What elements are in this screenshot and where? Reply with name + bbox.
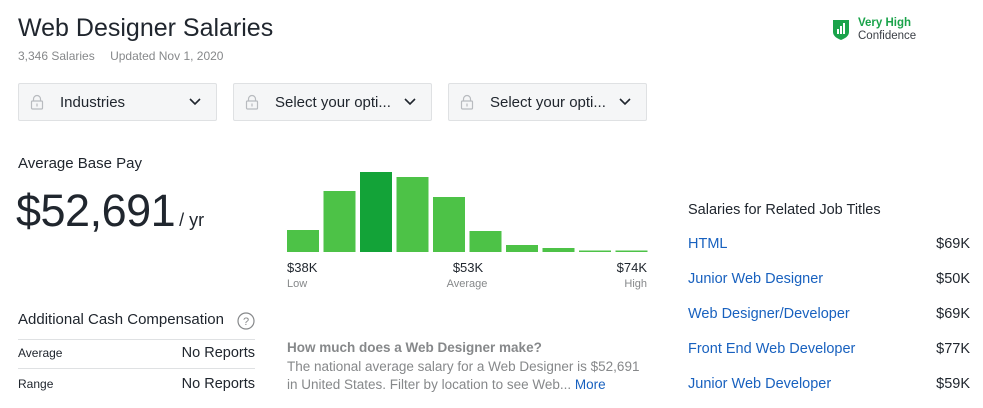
lock-icon	[30, 94, 44, 110]
page-meta: 3,346 Salaries Updated Nov 1, 2020	[18, 49, 223, 63]
confidence-badge: Very High Confidence	[832, 17, 916, 43]
chevron-down-icon	[619, 98, 631, 106]
tick-value: $38K	[287, 260, 318, 275]
histogram-bar	[433, 197, 465, 252]
additional-cash-range-row: Range No Reports	[18, 376, 255, 392]
histogram-bar	[469, 231, 502, 252]
chevron-down-icon	[404, 98, 416, 106]
histogram-bar	[396, 177, 429, 252]
related-jobs-title: Salaries for Related Job Titles	[688, 202, 881, 218]
related-job-row: Junior Web Designer $50K	[688, 271, 970, 287]
related-job-link[interactable]: HTML	[688, 236, 728, 252]
row-label: Range	[18, 377, 54, 391]
salary-histogram: $38K Low $53K Average $74K High	[287, 172, 648, 290]
related-job-row: HTML $69K	[688, 236, 970, 252]
row-value: No Reports	[181, 345, 255, 361]
more-link[interactable]: More	[574, 377, 606, 392]
filter-label: Select your opti...	[275, 93, 391, 111]
histogram-bar	[542, 248, 575, 252]
help-icon[interactable]: ?	[237, 312, 255, 330]
histogram-bar	[615, 250, 648, 252]
related-job-salary: $77K	[936, 341, 970, 357]
related-job-row: Front End Web Developer $77K	[688, 341, 970, 357]
related-job-link[interactable]: Junior Web Designer	[688, 271, 824, 287]
related-job-salary: $69K	[936, 306, 970, 322]
tick-label: Average	[447, 278, 488, 290]
tick-label: High	[624, 278, 647, 290]
faq-question: How much does a Web Designer make?	[287, 340, 542, 355]
histogram-ticks: $38K Low $53K Average $74K High	[287, 260, 647, 290]
lock-icon	[460, 94, 474, 110]
confidence-level: Very High	[858, 17, 912, 29]
updated-date: Updated Nov 1, 2020	[110, 49, 224, 63]
tick-value: $53K	[453, 260, 484, 275]
average-pay-unit: / yr	[179, 210, 205, 230]
additional-cash-average-row: Average No Reports	[18, 345, 255, 361]
tick-value: $74K	[617, 260, 648, 275]
divider	[18, 339, 255, 340]
page-title: Web Designer Salaries	[18, 14, 274, 42]
related-job-salary: $69K	[936, 236, 970, 252]
svg-text:?: ?	[243, 316, 249, 328]
related-job-salary: $59K	[936, 376, 970, 392]
filter-label: Industries	[60, 93, 126, 111]
related-job-link[interactable]: Front End Web Developer	[688, 341, 856, 357]
related-job-row: Junior Web Developer $59K	[688, 376, 970, 392]
related-job-link[interactable]: Junior Web Developer	[688, 376, 832, 392]
related-job-link[interactable]: Web Designer/Developer	[688, 306, 850, 322]
related-job-salary: $50K	[936, 271, 970, 287]
average-pay-label: Average Base Pay	[18, 155, 142, 172]
tick-label: Low	[287, 278, 307, 290]
average-pay-value: $52,691/ yr	[16, 185, 204, 237]
histogram-bar	[579, 250, 611, 252]
related-job-row: Web Designer/Developer $69K	[688, 306, 970, 322]
row-label: Average	[18, 346, 63, 360]
shield-check-icon	[833, 20, 849, 40]
option-dropdown-2[interactable]: Select your opti...	[448, 83, 647, 121]
option-dropdown-1[interactable]: Select your opti...	[233, 83, 432, 121]
row-value: No Reports	[181, 376, 255, 392]
filter-label: Select your opti...	[490, 93, 606, 111]
faq-answer-text: The national average salary for a Web De…	[287, 359, 640, 392]
lock-icon	[245, 94, 259, 110]
divider	[18, 368, 255, 369]
histogram-bar	[360, 172, 392, 252]
chevron-down-icon	[189, 98, 201, 106]
confidence-label: Confidence	[858, 30, 917, 42]
average-pay-amount: $52,691	[16, 185, 176, 236]
histogram-bar	[506, 245, 538, 252]
histogram-bar	[323, 191, 356, 252]
histogram-bars	[287, 172, 648, 252]
industries-dropdown[interactable]: Industries	[18, 83, 217, 121]
faq-answer: The national average salary for a Web De…	[287, 358, 647, 394]
additional-cash-title: Additional Cash Compensation	[18, 311, 224, 328]
histogram-bar	[287, 230, 319, 252]
salaries-count: 3,346 Salaries	[18, 49, 95, 63]
